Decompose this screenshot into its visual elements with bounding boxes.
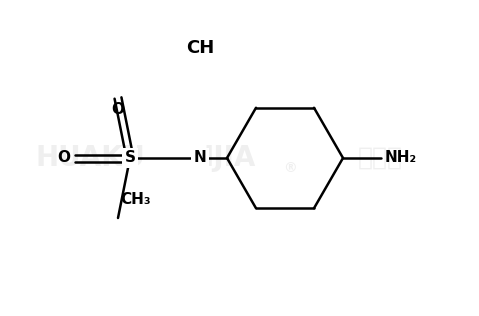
Text: NH₂: NH₂: [385, 150, 417, 166]
Text: N: N: [194, 150, 206, 166]
Text: ®: ®: [283, 161, 297, 175]
Text: O: O: [57, 150, 70, 166]
Text: IJIA: IJIA: [204, 144, 256, 172]
Text: O: O: [112, 101, 125, 117]
Text: HUAKU: HUAKU: [35, 144, 145, 172]
Text: CH: CH: [186, 39, 214, 57]
Text: 化学加: 化学加: [357, 146, 402, 170]
Text: S: S: [125, 150, 136, 166]
Text: CH₃: CH₃: [120, 192, 150, 207]
